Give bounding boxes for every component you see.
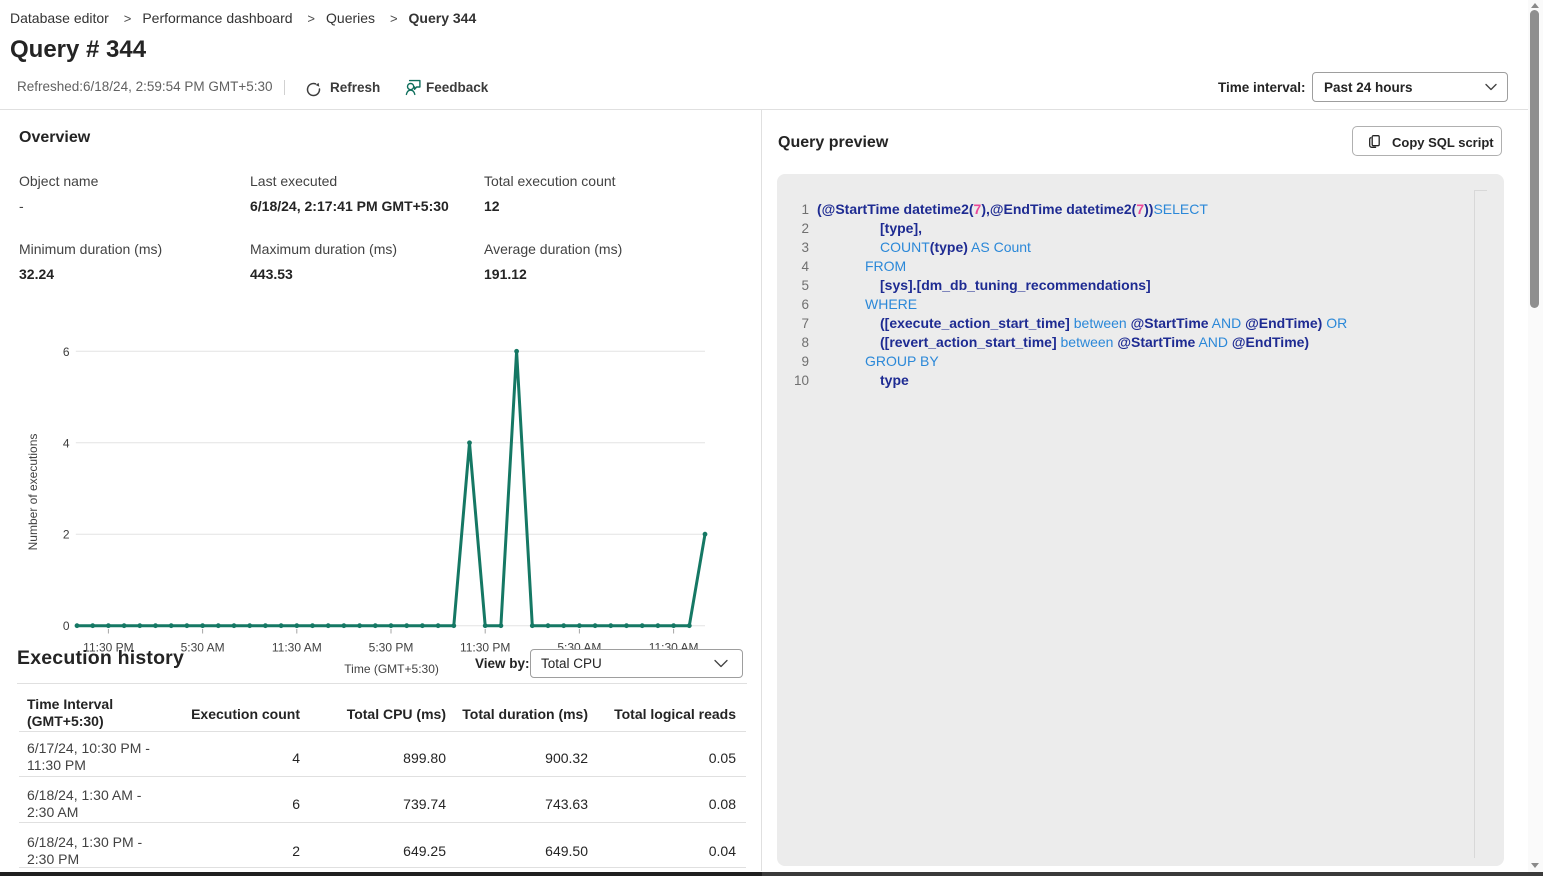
svg-text:11:30 PM: 11:30 PM — [83, 641, 133, 655]
svg-text:Number of executions: Number of executions — [26, 434, 40, 551]
svg-text:11:30 PM: 11:30 PM — [460, 641, 510, 655]
svg-text:6: 6 — [63, 345, 70, 359]
svg-text:5:30 AM: 5:30 AM — [181, 641, 225, 655]
svg-text:0: 0 — [63, 619, 70, 633]
svg-text:2: 2 — [63, 528, 70, 542]
svg-text:11:30 AM: 11:30 AM — [272, 641, 322, 655]
svg-text:Time (GMT+5:30): Time (GMT+5:30) — [344, 662, 439, 676]
svg-text:4: 4 — [63, 436, 70, 450]
svg-text:5:30 PM: 5:30 PM — [369, 641, 414, 655]
